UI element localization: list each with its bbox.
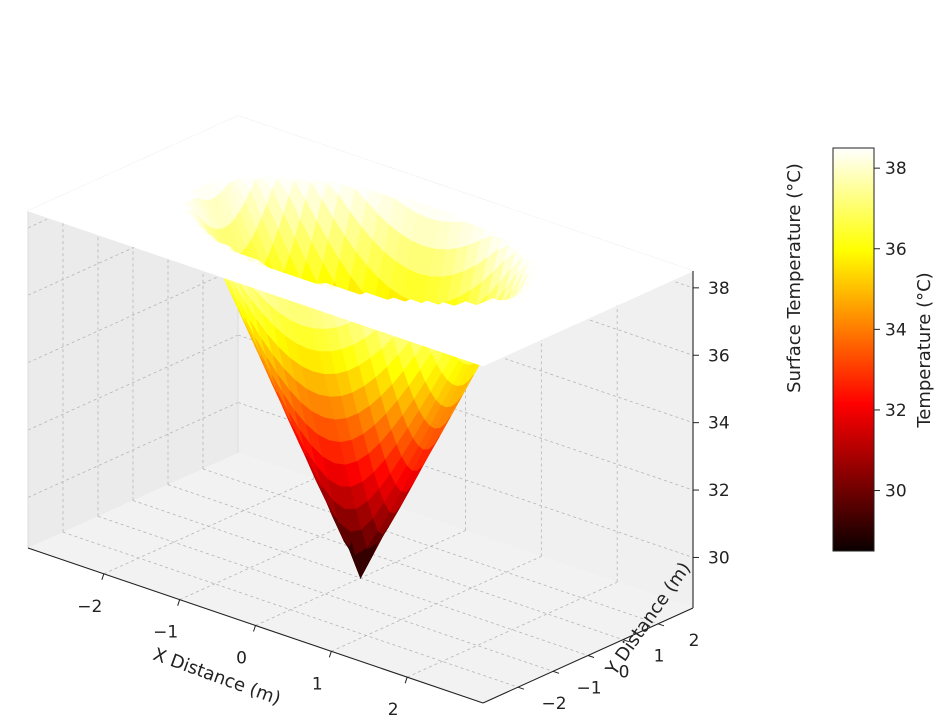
grid-line — [97, 515, 554, 672]
z-tick-label: 38 — [708, 279, 730, 299]
x-axis-label: X Distance (m) — [150, 644, 283, 710]
y-tick-label: −1 — [576, 678, 601, 698]
z-tick-label: 30 — [708, 548, 730, 568]
grid-line — [407, 581, 618, 678]
x-tick — [101, 573, 105, 580]
x-tick-label: 0 — [236, 649, 247, 669]
temperature-surface — [27, 115, 694, 580]
y-tick — [552, 670, 560, 674]
colorbar-tick-label: 36 — [885, 240, 907, 260]
y-tick-label: 0 — [619, 663, 630, 683]
z-tick-label: 36 — [708, 346, 730, 366]
grid-line — [27, 334, 239, 431]
colorbar-gradient — [832, 147, 875, 552]
grid-line — [62, 531, 519, 688]
surface-patch — [470, 359, 490, 367]
grid-line — [27, 267, 239, 364]
grid-line — [167, 484, 624, 641]
y-tick — [657, 623, 665, 627]
z-axis-label: Surface Temperature (°C) — [784, 163, 805, 393]
grid-line — [202, 468, 659, 625]
colorbar: 30 32 34 36 38 Temperature (°C) — [832, 147, 935, 552]
colorbar-tick-label: 38 — [885, 159, 907, 179]
colorbar-tick-label: 34 — [885, 320, 907, 340]
y-tick — [587, 655, 595, 658]
axis-ticks: −2 −1 0 1 2 −2 −1 0 1 2 30 32 34 36 38 — [77, 279, 729, 720]
x-tick-label: 1 — [312, 674, 323, 694]
colorbar-tick-label: 32 — [885, 401, 907, 421]
colorbar-tick-label: 30 — [885, 482, 907, 502]
z-tick-label: 34 — [708, 414, 730, 434]
x-tick-label: −2 — [77, 597, 102, 617]
y-tick — [517, 686, 525, 690]
y-tick — [622, 639, 630, 643]
x-tick-label: −1 — [153, 623, 178, 643]
grid-line — [27, 402, 239, 498]
z-tick-label: 32 — [708, 481, 730, 501]
x-tick — [404, 677, 408, 684]
colorbar-ticks: 30 32 34 36 38 — [874, 159, 907, 502]
y-tick-label: 1 — [654, 647, 665, 667]
x-tick — [177, 599, 181, 606]
colorbar-label: Temperature (°C) — [914, 272, 935, 428]
x-tick-label: 2 — [388, 700, 399, 720]
grid-lines — [27, 115, 694, 688]
x-tick — [328, 651, 332, 658]
y-tick-label: −2 — [541, 694, 566, 714]
x-tick — [253, 625, 256, 632]
surface-patch — [354, 548, 373, 579]
y-tick-label: 2 — [689, 631, 700, 651]
